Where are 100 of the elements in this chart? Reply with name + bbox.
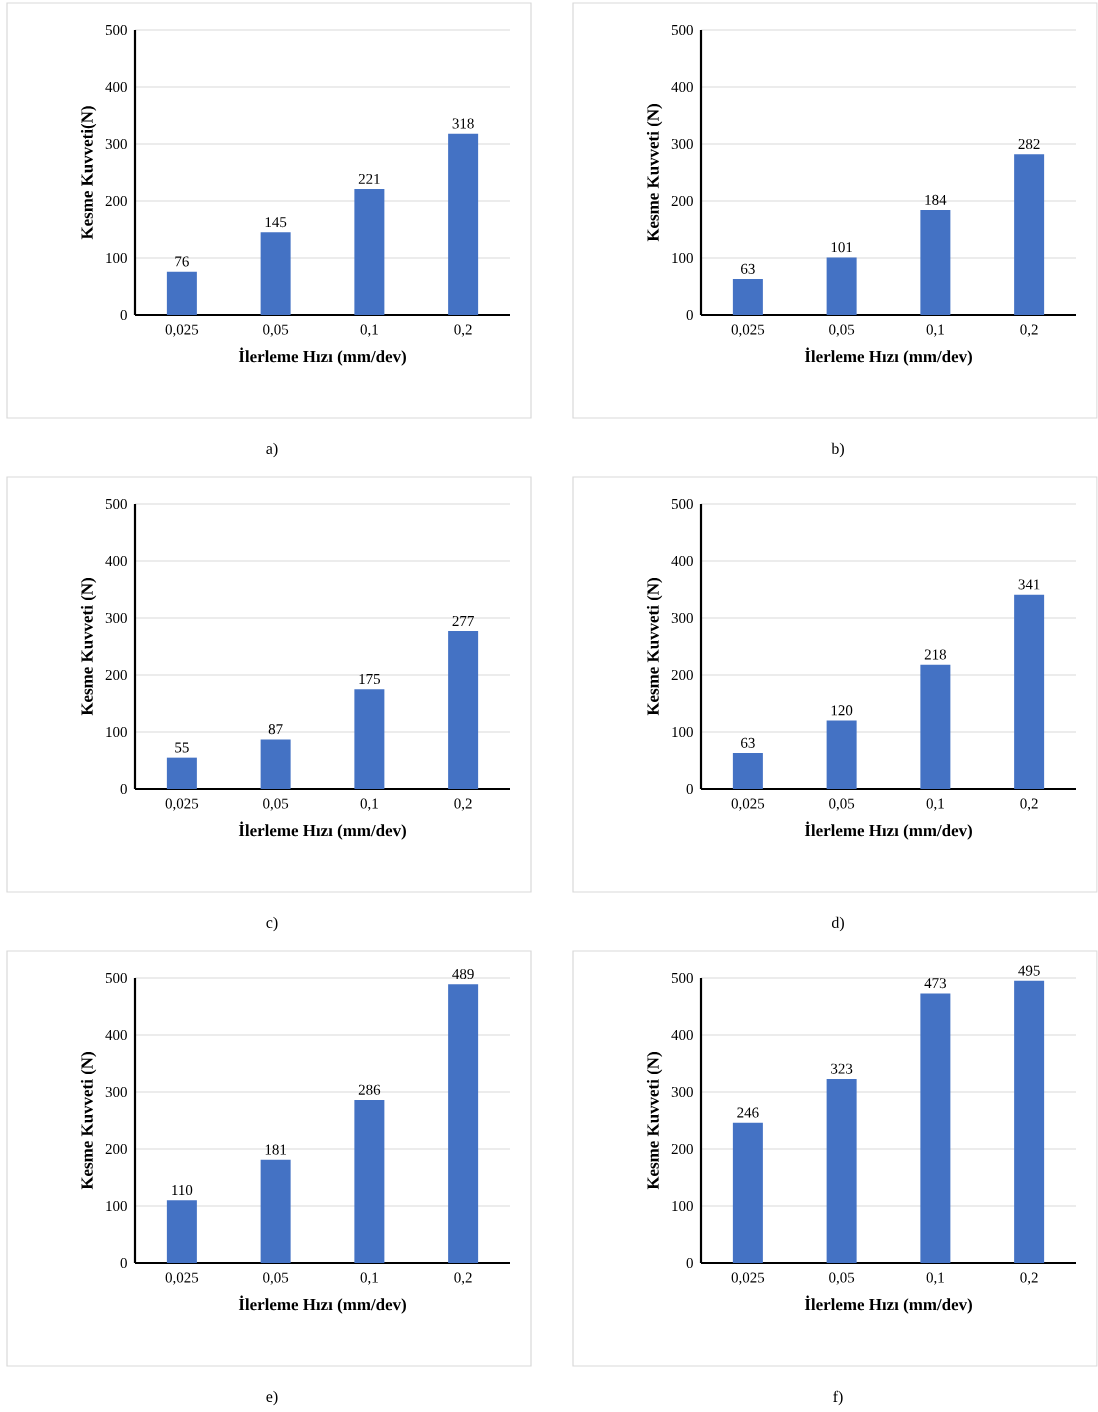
y-tick-label: 100 (672, 1200, 694, 1212)
x-tick-label: 0,025 (165, 1272, 199, 1285)
bar (354, 189, 385, 315)
data-label: 221 (359, 173, 380, 184)
bar (260, 232, 291, 315)
data-label: 218 (925, 649, 947, 660)
y-tick-label: 100 (106, 726, 128, 738)
y-tick-label: 100 (106, 252, 128, 264)
bar (1014, 594, 1045, 789)
bar (826, 1078, 857, 1263)
x-tick-label: 0,05 (263, 1272, 289, 1285)
x-tick-label: 0,05 (829, 798, 855, 811)
bar (920, 993, 951, 1263)
y-tick-label: 300 (671, 612, 694, 624)
bar (354, 1099, 385, 1263)
x-tick-label: 0,2 (454, 798, 472, 811)
x-tick-label: 0,025 (165, 324, 199, 337)
data-label: 277 (452, 616, 475, 626)
text: c) (266, 916, 278, 932)
text: a) (266, 442, 278, 458)
data-label: 473 (924, 978, 947, 989)
text: f) (833, 1390, 843, 1406)
y-tick-label: 0 (686, 309, 694, 321)
data-label: 318 (452, 118, 474, 129)
y-tick-label: 500 (106, 972, 128, 984)
x-tick-label: 0,2 (454, 324, 472, 337)
y-tick-label: 300 (105, 612, 128, 624)
x-tick-label: 0,05 (829, 324, 855, 337)
y-tick-label: 200 (105, 669, 128, 681)
y-tick-label: 0 (686, 783, 694, 795)
x-axis-title: İlerleme Hızı (mm/dev) (805, 347, 973, 366)
y-tick-label: 400 (105, 1029, 128, 1041)
y-axis-title: Kesme Kuvveti (N) (81, 1052, 97, 1190)
y-tick-label: 0 (686, 1257, 694, 1269)
x-axis-title: İlerleme Hızı (mm/dev) (239, 821, 407, 840)
y-tick-label: 200 (671, 1143, 694, 1155)
x-axis-title: İlerleme Hızı (mm/dev) (805, 821, 973, 840)
data-label: 110 (172, 1185, 193, 1196)
y-tick-label: 400 (105, 555, 128, 567)
y-tick-label: 400 (671, 555, 694, 567)
bar (920, 664, 951, 789)
data-label: 120 (831, 705, 853, 716)
y-axis-title: Kesme Kuvveti (N) (81, 578, 97, 716)
y-tick-label: 500 (672, 498, 694, 510)
bar (167, 757, 198, 789)
data-label: 495 (1018, 965, 1040, 976)
bar (448, 984, 479, 1263)
data-label: 63 (741, 263, 755, 274)
x-tick-label: 0,1 (360, 798, 379, 811)
x-tick-label: 0,025 (731, 1272, 765, 1285)
y-tick-label: 500 (672, 972, 694, 984)
data-label: 101 (831, 242, 853, 253)
bar (733, 753, 764, 789)
x-axis-title: İlerleme Hızı (mm/dev) (805, 1295, 973, 1314)
y-tick-label: 300 (105, 1086, 128, 1098)
text: d) (832, 916, 845, 932)
x-tick-label: 0,1 (926, 324, 945, 337)
bar (167, 271, 198, 315)
x-tick-label: 0,1 (926, 1272, 945, 1285)
y-tick-label: 500 (672, 24, 694, 36)
data-label: 184 (925, 194, 947, 205)
y-tick-label: 100 (672, 726, 694, 738)
y-tick-label: 200 (105, 1143, 128, 1155)
data-label: 63 (741, 737, 755, 748)
y-tick-label: 300 (671, 1086, 694, 1098)
y-axis-title: Kesme Kuvveti (N) (647, 578, 663, 716)
bar (920, 210, 951, 315)
x-tick-label: 0,05 (263, 798, 289, 811)
x-tick-label: 0,2 (1020, 1272, 1038, 1285)
bar (1014, 980, 1045, 1263)
bar (733, 1122, 764, 1263)
data-label: 282 (1018, 138, 1040, 150)
data-label: 286 (359, 1084, 381, 1095)
data-label: 175 (359, 674, 381, 685)
data-label: 489 (452, 968, 474, 980)
x-axis-title: İlerleme Hızı (mm/dev) (239, 1295, 407, 1314)
bar (448, 133, 479, 315)
bar (260, 1159, 291, 1263)
data-label: 323 (831, 1063, 853, 1074)
x-tick-label: 0,05 (263, 324, 289, 337)
bar (733, 279, 764, 315)
x-tick-label: 0,2 (1020, 798, 1038, 811)
y-tick-label: 0 (120, 309, 128, 321)
y-tick-label: 100 (106, 1200, 128, 1212)
y-tick-label: 200 (671, 195, 694, 207)
x-tick-label: 0,025 (165, 798, 199, 811)
x-tick-label: 0,1 (360, 1272, 379, 1285)
x-tick-label: 0,1 (360, 324, 379, 337)
data-label: 87 (268, 724, 283, 735)
bar (354, 689, 385, 789)
x-tick-label: 0,025 (731, 798, 765, 811)
y-tick-label: 300 (671, 138, 694, 150)
data-label: 181 (265, 1144, 287, 1155)
text: b) (831, 442, 845, 458)
x-tick-label: 0,1 (926, 798, 945, 811)
y-tick-label: 0 (120, 1257, 128, 1269)
y-tick-label: 400 (105, 81, 128, 93)
x-tick-label: 0,025 (731, 324, 765, 337)
y-tick-label: 200 (671, 669, 694, 681)
data-label: 76 (175, 256, 190, 267)
